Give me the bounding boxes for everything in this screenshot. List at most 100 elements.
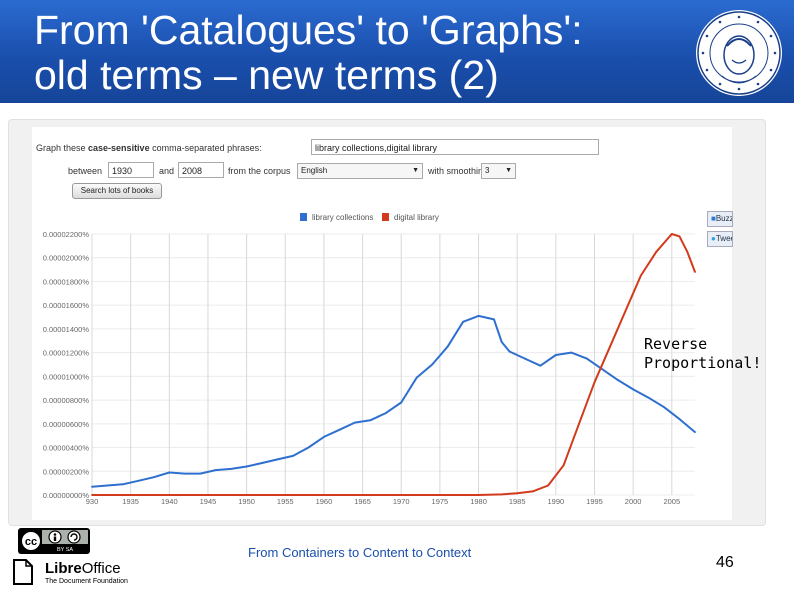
data-point xyxy=(91,494,93,496)
legend-swatch xyxy=(382,213,389,221)
y-tick-label: 0.00001200% xyxy=(43,349,90,358)
chart-grid xyxy=(91,233,695,496)
y-tick-label: 0.00001600% xyxy=(43,301,90,310)
x-tick-label: 1950 xyxy=(238,497,255,506)
data-point xyxy=(578,422,580,425)
legend-swatch xyxy=(300,213,307,221)
and-label: and xyxy=(159,166,175,176)
search-books-button[interactable]: Search lots of books xyxy=(72,183,162,199)
data-point xyxy=(686,250,689,253)
data-point xyxy=(91,485,93,488)
chart-legend: library collections digital library xyxy=(300,213,439,222)
data-point xyxy=(663,406,665,409)
corpus-select[interactable]: English ▼ xyxy=(297,163,423,179)
data-point xyxy=(431,363,434,366)
data-point xyxy=(508,350,511,353)
data-point xyxy=(183,472,186,475)
data-point xyxy=(593,381,596,384)
cc-label: cc xyxy=(25,536,37,548)
x-tick-label: 1955 xyxy=(277,497,294,506)
data-point xyxy=(585,357,588,360)
chevron-down-icon: ▼ xyxy=(505,167,512,174)
x-tick-label: 1965 xyxy=(354,497,371,506)
data-point xyxy=(670,233,673,235)
page-number: 46 xyxy=(716,554,734,571)
x-tick-label: 1945 xyxy=(200,497,217,506)
data-point xyxy=(276,458,279,461)
data-point xyxy=(323,435,325,438)
phrases-label-bold: case-sensitive xyxy=(88,143,150,153)
data-point xyxy=(245,494,248,496)
footer-caption: From Containers to Content to Context xyxy=(248,545,472,560)
x-axis-ticks: 930 1935 1940 1945 1950 1955 1960 1965 1970 1975 1… xyxy=(86,497,680,506)
phrases-label-post: comma-separated phrases: xyxy=(149,143,262,153)
x-tick-label: 1980 xyxy=(470,497,487,506)
y-tick-label: 0.00001800% xyxy=(43,277,90,286)
data-point xyxy=(292,454,294,457)
y-tick-label: 0.00001000% xyxy=(43,372,90,381)
data-point xyxy=(477,494,480,496)
data-point xyxy=(531,490,534,493)
data-point xyxy=(338,428,341,431)
data-point xyxy=(524,357,526,360)
data-point xyxy=(547,484,550,487)
smoothing-label: with smoothing of xyxy=(428,166,499,176)
corpus-label: from the corpus xyxy=(228,166,291,176)
data-point xyxy=(516,492,519,495)
data-point xyxy=(106,484,109,487)
between-label: between xyxy=(68,166,103,176)
legend-label: digital library xyxy=(394,213,439,222)
smoothing-value: 3 xyxy=(485,166,490,175)
x-tick-label: 1975 xyxy=(432,497,449,506)
phrases-input[interactable]: library collections,digital library xyxy=(311,139,599,155)
cc-by-sa-label: BY SA xyxy=(57,547,73,553)
libreoffice-logo: LibreOffice The Document Foundation xyxy=(12,556,134,586)
y-tick-label: 0.00000200% xyxy=(43,467,90,476)
y-tick-label: 0.00001400% xyxy=(43,325,90,334)
series-line-digital-library xyxy=(92,233,696,496)
data-point xyxy=(446,345,449,348)
data-point xyxy=(353,421,356,424)
x-tick-label: 1960 xyxy=(316,497,333,506)
data-point xyxy=(500,493,503,496)
reverse-proportional-annotation: Reverse Proportional! xyxy=(644,335,761,373)
data-point xyxy=(261,462,263,464)
x-tick-label: 2000 xyxy=(625,497,642,506)
twitter-icon: ● xyxy=(711,234,716,243)
data-point xyxy=(369,419,372,422)
phrases-label-pre: Graph these xyxy=(36,143,89,153)
x-tick-label: 1990 xyxy=(548,497,565,506)
tweet-label: Tweet xyxy=(715,234,732,243)
data-point xyxy=(400,494,403,496)
title-bar: From 'Catalogues' to 'Graphs': old terms… xyxy=(0,0,794,103)
x-tick-label: 1940 xyxy=(161,497,178,506)
data-point xyxy=(415,376,418,379)
data-point xyxy=(655,250,658,253)
slide-title-line-2: old terms – new terms (2) xyxy=(34,52,499,98)
data-point xyxy=(493,318,495,321)
data-point xyxy=(168,471,171,474)
humboldt-seal-logo xyxy=(696,10,782,96)
series-line-library-collections xyxy=(91,314,696,488)
smoothing-select[interactable]: 3 ▼ xyxy=(481,163,516,179)
x-tick-label: 1935 xyxy=(122,497,139,506)
data-point xyxy=(152,476,155,479)
ngram-viewer-screenshot: Graph these case-sensitive comma-separat… xyxy=(32,127,732,520)
cc-by-sa-badge: cc BY SA xyxy=(18,528,90,554)
x-tick-label: 930 xyxy=(86,497,99,506)
y-axis-ticks: 0.00000000% 0.00000200% 0.00000400% 0.00000… xyxy=(43,230,90,500)
data-point xyxy=(562,464,565,467)
data-point xyxy=(624,310,627,313)
from-year-input[interactable]: 1930 xyxy=(108,162,154,178)
tweet-share-button[interactable]: ●Tweet xyxy=(707,231,733,247)
data-point xyxy=(639,274,642,277)
data-point xyxy=(477,314,480,317)
buzz-share-button[interactable]: ■Buzz xyxy=(707,211,733,227)
annotation-line-2: Proportional! xyxy=(644,354,762,372)
x-tick-label: 1985 xyxy=(509,497,526,506)
to-year-input[interactable]: 2008 xyxy=(178,162,224,178)
data-point xyxy=(694,271,696,273)
data-point xyxy=(632,388,635,391)
ngram-chart: 0.00000000% 0.00000200% 0.00000400% 0.00000… xyxy=(43,213,696,506)
data-point xyxy=(616,379,619,381)
